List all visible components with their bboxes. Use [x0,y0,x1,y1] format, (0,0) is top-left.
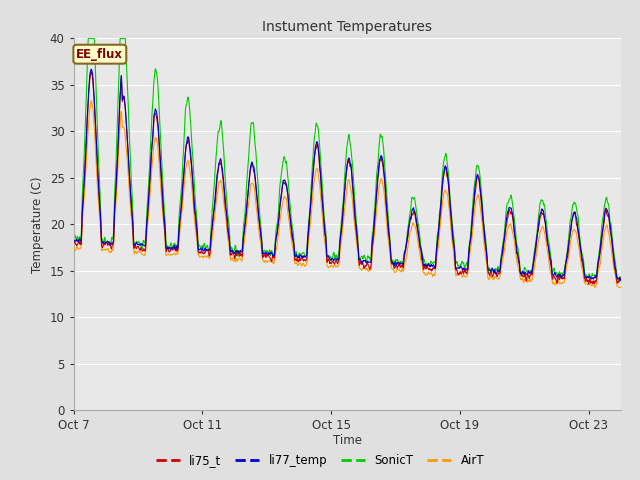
AirT [113,187,120,192]
SonicT [234,248,242,253]
li75_t [501,231,509,237]
Y-axis label: Temperature (C): Temperature (C) [31,176,44,273]
li77_temp [371,216,378,221]
SonicT [617,275,625,280]
li75_t [188,170,196,176]
AirT [70,245,77,251]
SonicT [188,142,196,147]
AirT [181,176,189,182]
SonicT [181,120,189,126]
li77_temp [501,229,509,235]
Legend: li75_t, li77_temp, SonicT, AirT: li75_t, li77_temp, SonicT, AirT [151,449,489,472]
Title: Instument Temperatures: Instument Temperatures [262,21,432,35]
Line: li77_temp: li77_temp [74,69,621,280]
li75_t [371,219,378,225]
li75_t [113,171,120,177]
Line: AirT: AirT [74,101,621,288]
AirT [501,243,509,249]
li75_t [181,158,189,164]
AirT [616,285,624,290]
AirT [88,98,95,104]
X-axis label: Time: Time [333,434,362,447]
Line: SonicT: SonicT [74,38,621,280]
li75_t [617,276,625,281]
li75_t [87,69,95,74]
li77_temp [617,276,625,282]
Text: EE_flux: EE_flux [76,48,124,60]
SonicT [113,140,120,146]
AirT [371,229,378,235]
li77_temp [88,66,95,72]
li77_temp [616,277,624,283]
li75_t [585,281,593,287]
li77_temp [70,238,77,244]
li77_temp [234,249,242,255]
AirT [234,257,242,263]
SonicT [371,206,378,212]
SonicT [84,36,92,41]
AirT [188,186,196,192]
li77_temp [188,166,196,172]
li75_t [70,240,77,246]
AirT [617,284,625,290]
li75_t [234,248,242,254]
SonicT [615,277,623,283]
li77_temp [113,168,120,174]
li77_temp [181,157,189,163]
SonicT [70,238,77,244]
Line: li75_t: li75_t [74,72,621,284]
SonicT [501,222,509,228]
